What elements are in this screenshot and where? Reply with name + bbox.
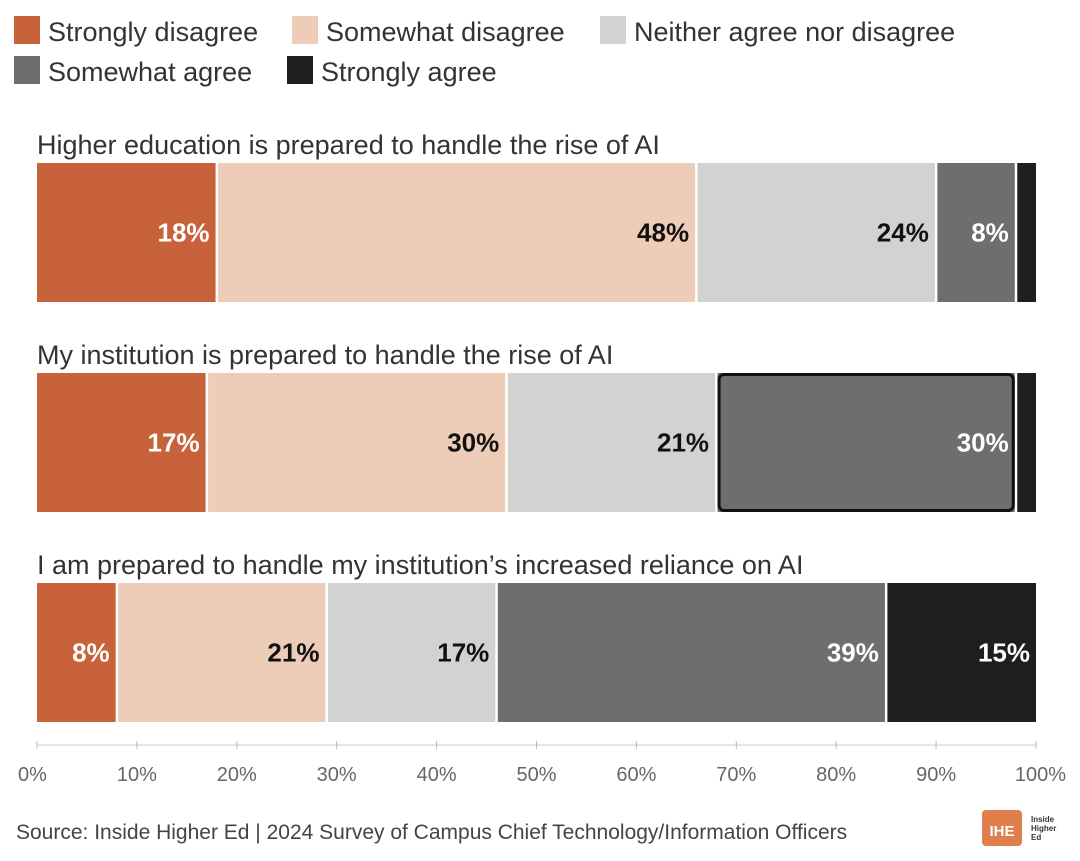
- bar-somewhat-agree: [717, 373, 1015, 512]
- x-axis: 0% 10% 20% 30% 40% 50% 60% 70% 80% 90% 100%: [18, 741, 1066, 786]
- x-tick-label: 60%: [616, 764, 656, 786]
- legend-swatch-somewhat-agree: [14, 56, 40, 84]
- bar-somewhat-agree: [937, 163, 1015, 302]
- bar-strongly-disagree: [37, 583, 116, 722]
- legend-label-strongly-agree: Strongly agree: [321, 57, 497, 87]
- logo-mark: IHE: [989, 823, 1014, 840]
- footer: Source: Inside Higher Ed | 2024 Survey o…: [16, 810, 1056, 846]
- bar-neither-agree-nor-disagree: [697, 163, 935, 302]
- data-label: 30%: [447, 428, 499, 458]
- data-label: 30%: [957, 428, 1009, 458]
- logo-mark-bg: [982, 810, 1022, 846]
- question-label: I am prepared to handle my institution’s…: [37, 550, 803, 580]
- bar-somewhat-disagree: [118, 583, 326, 722]
- data-label: 24%: [877, 218, 929, 248]
- x-tick-label: 0%: [18, 764, 47, 786]
- data-label: 17%: [148, 428, 200, 458]
- legend-swatch-strongly-agree: [287, 56, 313, 84]
- legend-label-somewhat-agree: Somewhat agree: [48, 57, 252, 87]
- data-label: 15%: [978, 638, 1030, 668]
- question-label: My institution is prepared to handle the…: [37, 340, 613, 370]
- bar-strongly-disagree: [37, 163, 216, 302]
- x-tick-label: 90%: [916, 764, 956, 786]
- x-tick-label: 30%: [317, 764, 357, 786]
- data-label: 21%: [657, 428, 709, 458]
- legend-label-neither-agree-nor-disagree: Neither agree nor disagree: [634, 17, 955, 47]
- bar-neither-agree-nor-disagree: [327, 583, 496, 722]
- source-note: Source: Inside Higher Ed | 2024 Survey o…: [16, 821, 847, 844]
- bar-strongly-agree: [1017, 373, 1036, 512]
- legend-swatch-strongly-disagree: [14, 16, 40, 44]
- bar-somewhat-disagree: [218, 163, 696, 302]
- data-label: 8%: [971, 218, 1009, 248]
- legend-swatch-somewhat-disagree: [292, 16, 318, 44]
- logo: IHE Inside Higher Ed: [982, 810, 1056, 846]
- x-tick-label: 100%: [1015, 764, 1066, 786]
- logo-text: Inside Higher Ed: [1031, 815, 1056, 842]
- bar-somewhat-disagree: [208, 373, 506, 512]
- data-label: 48%: [637, 218, 689, 248]
- x-tick-label: 10%: [117, 764, 157, 786]
- bar-strongly-disagree: [37, 373, 206, 512]
- bar-somewhat-agree: [497, 583, 885, 722]
- x-tick-label: 20%: [217, 764, 257, 786]
- bar-neither-agree-nor-disagree: [507, 373, 716, 512]
- x-tick-label: 40%: [417, 764, 457, 786]
- question-label: Higher education is prepared to handle t…: [37, 130, 660, 160]
- x-tick-label: 70%: [716, 764, 756, 786]
- data-label: 39%: [827, 638, 879, 668]
- highlight-outline: [717, 373, 1015, 512]
- bars: Higher education is prepared to handle t…: [37, 130, 1036, 722]
- bar-strongly-agree: [1017, 163, 1036, 302]
- legend: Strongly disagree Somewhat disagree Neithe…: [14, 16, 955, 87]
- data-label: 8%: [72, 638, 110, 668]
- bar-strongly-agree: [887, 583, 1036, 722]
- data-label: 17%: [437, 638, 489, 668]
- x-tick-label: 50%: [516, 764, 556, 786]
- data-label: 21%: [267, 638, 319, 668]
- legend-label-strongly-disagree: Strongly disagree: [48, 17, 258, 47]
- x-tick-label: 80%: [816, 764, 856, 786]
- data-label: 18%: [158, 218, 210, 248]
- legend-swatch-neither-agree-nor-disagree: [600, 16, 626, 44]
- legend-label-somewhat-disagree: Somewhat disagree: [326, 17, 565, 47]
